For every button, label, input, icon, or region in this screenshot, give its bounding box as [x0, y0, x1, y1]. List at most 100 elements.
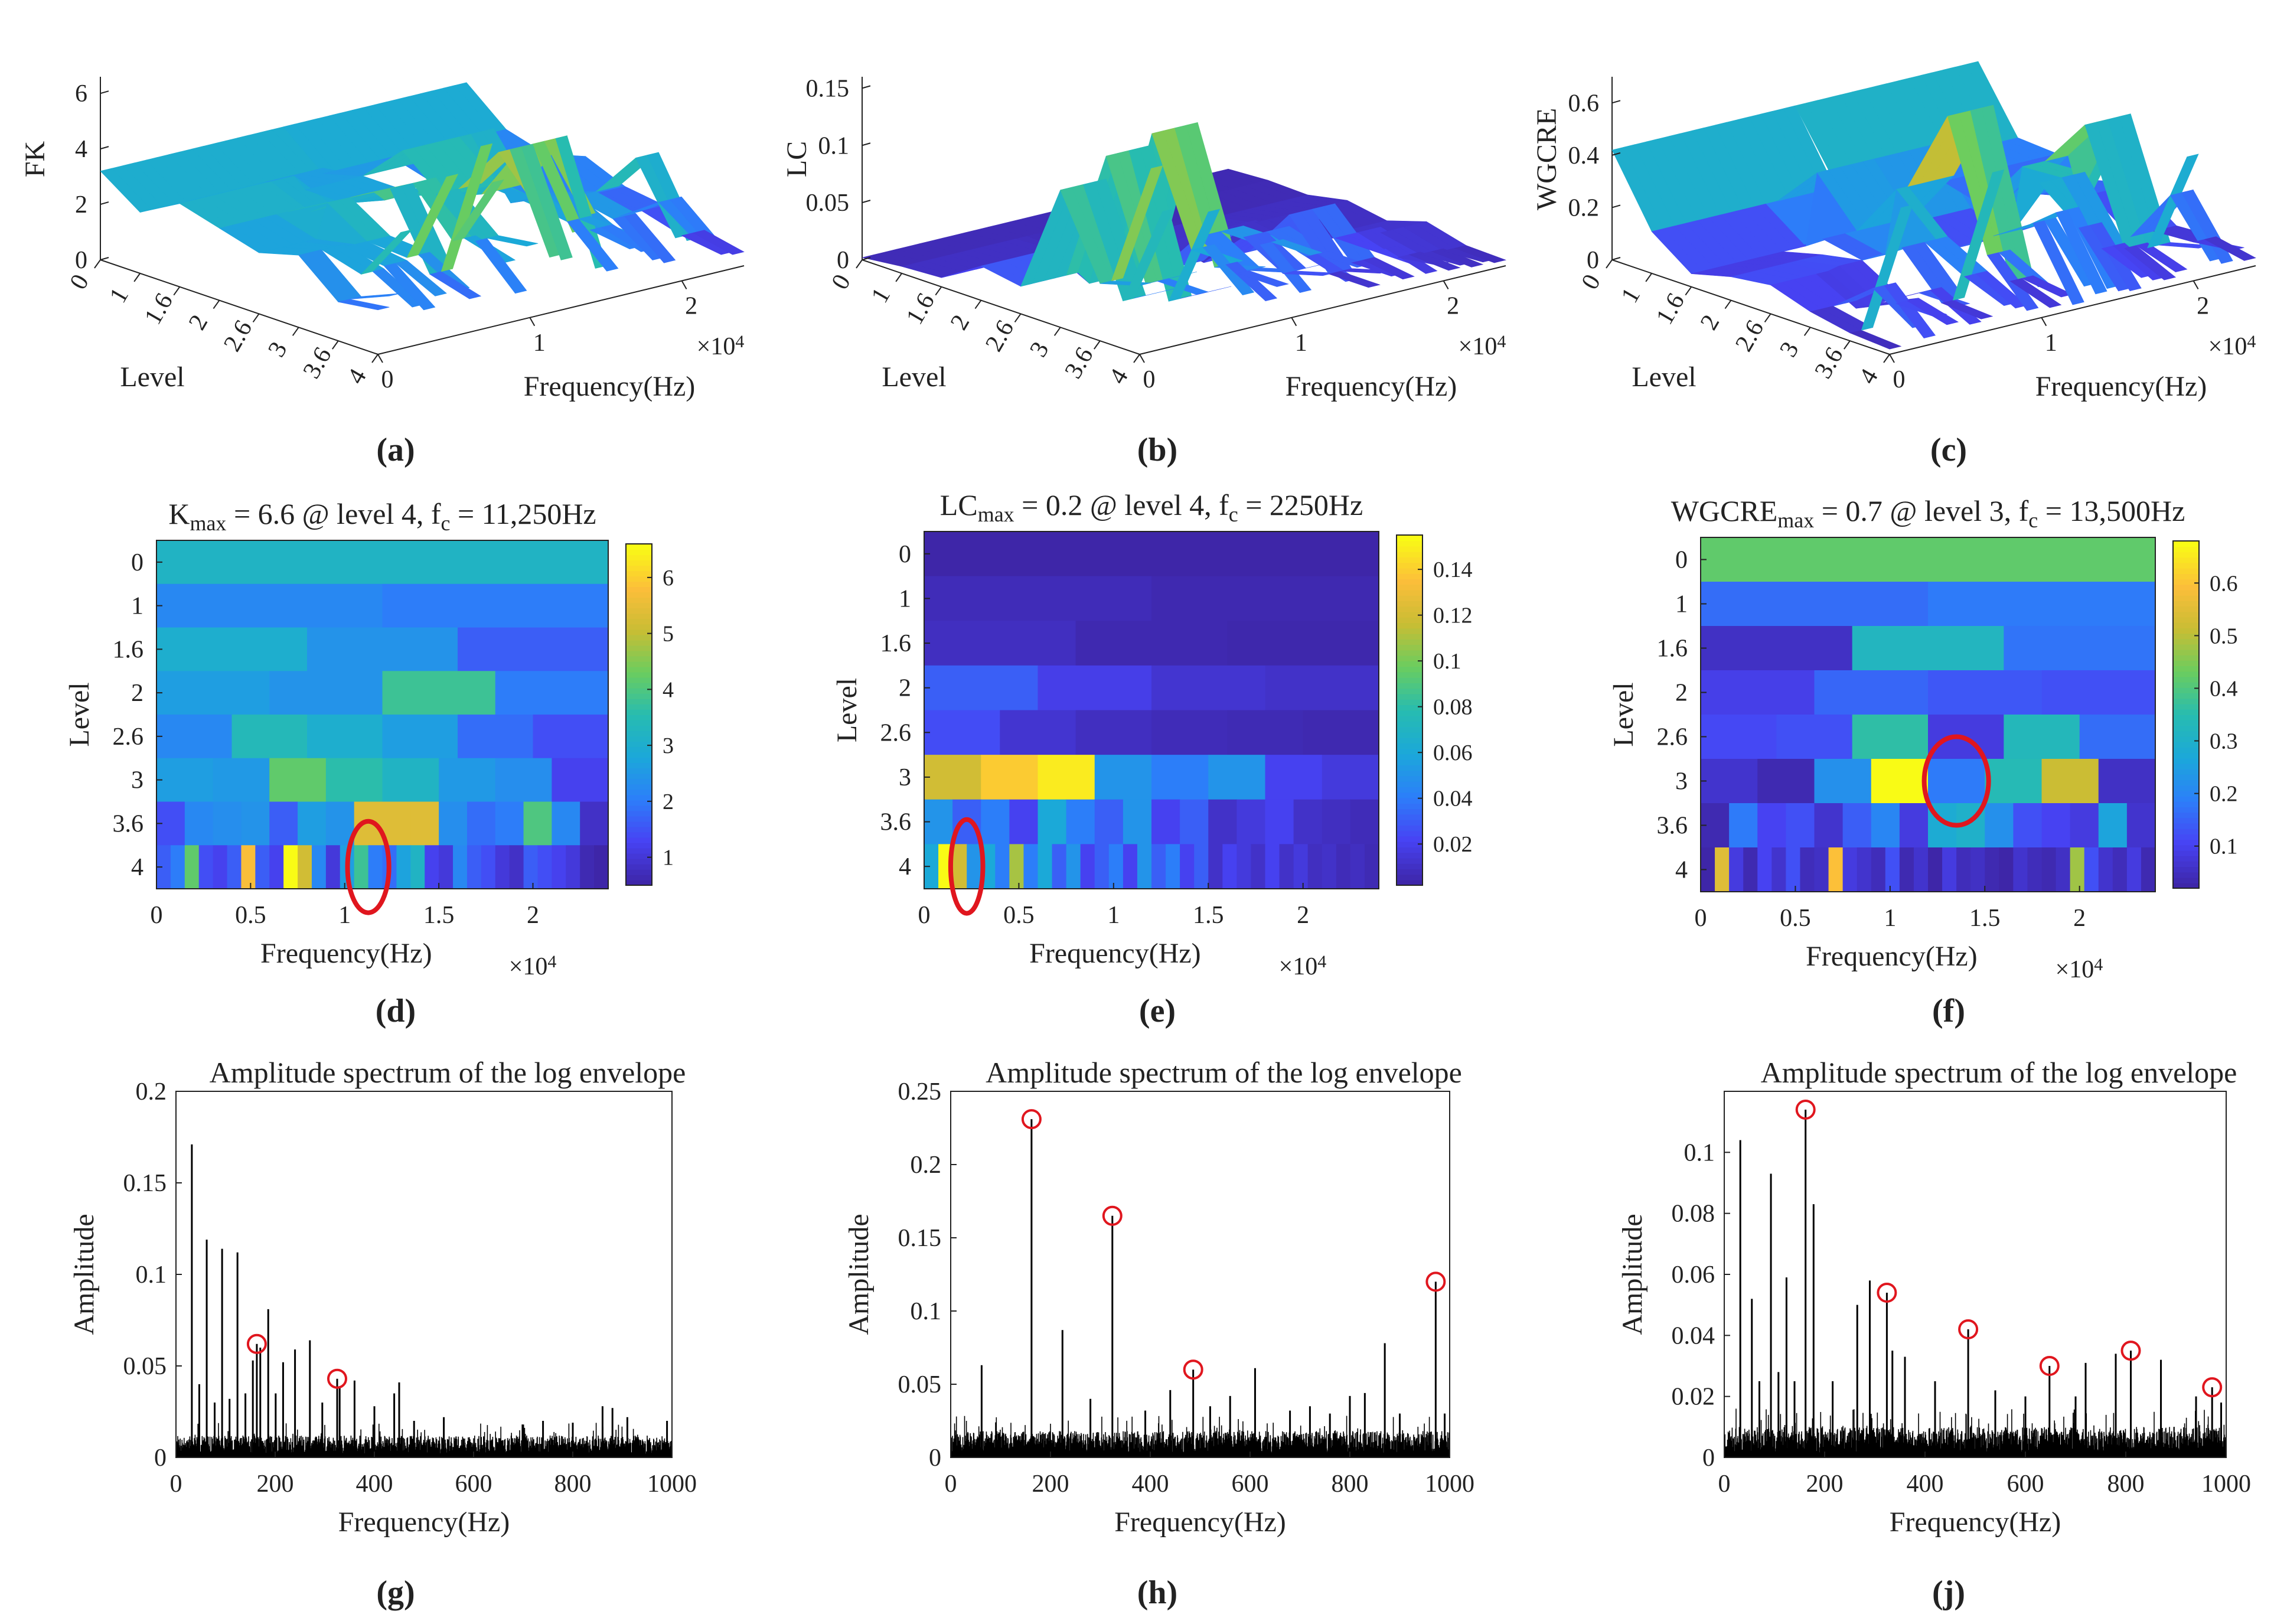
colorbar-1-segment	[1397, 611, 1423, 618]
spectrum-1-ytick-label: 0.15	[898, 1225, 942, 1252]
heatmap-0-title-part-3: c	[441, 511, 451, 535]
colorbar-2-segment	[2173, 877, 2199, 883]
colorbar-0-segment	[626, 581, 652, 588]
heatmap-0-xtick-label: 0.5	[235, 902, 266, 929]
heatmap-1-cell	[967, 844, 981, 889]
panel-label-c: (c)	[1930, 432, 1967, 468]
heatmap-2-cell	[1928, 847, 1943, 892]
heatmap-0-cell	[307, 715, 383, 759]
heatmap-1-title: LCmax = 0.2 @ level 4, fc = 2250Hz	[940, 488, 1363, 526]
heatmap-0-cell	[580, 801, 609, 846]
surface-1-level-tick-label: 3.6	[1060, 343, 1099, 383]
surface-1-patch	[1123, 208, 1174, 302]
surface-2-patch	[1849, 330, 1902, 350]
spectrum-2-marker	[2120, 1341, 2141, 1361]
colorbar-0-segment	[626, 816, 652, 822]
heatmap-0-ytick-label: 0	[131, 549, 143, 576]
heatmap-2-cell	[1701, 670, 1815, 715]
surface-1-freq-tick-label: 2	[1447, 293, 1459, 320]
heatmap-1-cell	[981, 799, 1010, 844]
colorbar-0-segment	[626, 709, 652, 715]
heatmap-1-xtick-label: 2	[1297, 902, 1309, 929]
heatmap-2-cell	[1857, 847, 1872, 892]
surface-0-level-tick-label: 2.6	[218, 316, 257, 356]
colorbar-2-segment	[2173, 780, 2199, 786]
colorbar-0-segment	[626, 784, 652, 790]
heatmap-0-cell	[466, 801, 496, 846]
heatmap-0-cell	[382, 758, 439, 803]
surface-0-ztick-label: 4	[75, 136, 87, 163]
spectrum-1-xtick-label: 0	[945, 1470, 957, 1498]
heatmap-1-title-part-4: = 2250Hz	[1238, 488, 1363, 521]
surface-1-level-tick-label: 4	[1104, 364, 1134, 389]
colorbar-1-segment	[1397, 677, 1423, 683]
heatmap-0-ytick-label: 4	[131, 854, 143, 881]
colorbar-1-segment	[1397, 830, 1423, 837]
heatmap-2-cell	[2126, 803, 2156, 848]
heatmap-2-cell	[1999, 847, 2014, 892]
colorbar-1-segment	[1397, 825, 1423, 831]
heatmap-0-cell	[156, 583, 383, 628]
surface-0-freq-tick	[377, 354, 383, 363]
heatmap-2-cell	[2070, 803, 2099, 848]
colorbar-0-segment	[626, 555, 652, 560]
surface-0-patch	[692, 230, 745, 255]
heatmap-1-cell	[1303, 710, 1379, 755]
spectrum-0-xtick-label: 1000	[647, 1470, 697, 1498]
heatmap-1-cell	[1265, 844, 1280, 889]
heatmap-1-frame	[924, 531, 1379, 889]
surface-0-level-tick-label: 4	[342, 364, 372, 389]
surface-2-level-tick	[1606, 259, 1613, 269]
colorbar-2-segment	[2173, 817, 2199, 824]
colorbar-2-segment	[2173, 633, 2199, 640]
spectrum-1-xtick-label: 800	[1332, 1470, 1369, 1498]
heatmap-0-cell	[227, 845, 242, 889]
heatmap-1-cell	[1151, 799, 1180, 844]
surface-1-patch	[1431, 248, 1484, 268]
colorbar-1-segment	[1397, 836, 1423, 842]
colorbar-1-tick-label: 0.08	[1433, 695, 1473, 720]
surface-0-patch	[521, 144, 573, 260]
heatmap-0-cell	[509, 845, 524, 889]
surface-1-level-label: Level	[882, 361, 946, 393]
heatmap-2-cell	[2056, 847, 2071, 892]
heatmap-1-cell	[1307, 844, 1323, 889]
heatmap-0-cell	[410, 801, 439, 846]
surface-0-level-tick-label: 3.6	[298, 343, 337, 383]
colorbar-0-segment	[626, 768, 652, 774]
colorbar-1-tick-label: 0.14	[1433, 557, 1473, 582]
colorbar-1-segment	[1397, 606, 1423, 612]
spectrum-0-xtick-label: 600	[455, 1470, 492, 1498]
colorbar-0-segment	[626, 837, 652, 843]
colorbar-1-segment	[1397, 748, 1423, 755]
colorbar-1-segment	[1397, 754, 1423, 760]
colorbar-0-segment	[626, 703, 652, 710]
heatmap-2-cell	[1814, 759, 1872, 804]
colorbar-1-tick-label: 0.06	[1433, 741, 1473, 765]
colorbar-1-segment	[1397, 803, 1423, 810]
heatmap-2-xtick-label: 0.5	[1780, 905, 1811, 932]
surface-1-ztick	[862, 257, 871, 260]
surface-1-patch	[1362, 257, 1415, 280]
heatmap-1-cell	[1038, 665, 1152, 711]
heatmap-2-cell	[1771, 847, 1786, 892]
colorbar-0-segment	[626, 629, 652, 635]
heatmap-2-cell	[1800, 847, 1815, 892]
spectrum-1-xtick-label: 1000	[1425, 1470, 1474, 1498]
colorbar-1-segment	[1397, 781, 1423, 788]
colorbar-1-segment	[1397, 726, 1423, 733]
heatmap-0-cell	[396, 845, 411, 889]
colorbar-0-segment	[626, 640, 652, 646]
surface-1-zlabel: LC	[781, 141, 813, 177]
heatmap-2-ytick-label: 3.6	[1657, 813, 1688, 840]
heatmap-2-title-part-2: = 0.7 @ level 3, f	[1814, 494, 2028, 527]
colorbar-0-segment	[626, 863, 652, 870]
surface-0-patch	[383, 263, 436, 311]
heatmap-1-cell	[1123, 799, 1152, 844]
heatmap-0-title-part-1: max	[190, 511, 226, 535]
spectrum-0-marker	[246, 1333, 267, 1354]
heatmap-2-xtick-label: 1	[1884, 905, 1896, 932]
heatmap-1-cell	[1151, 665, 1266, 711]
colorbar-0-segment	[626, 666, 652, 673]
heatmap-2-cell	[1701, 582, 1929, 627]
